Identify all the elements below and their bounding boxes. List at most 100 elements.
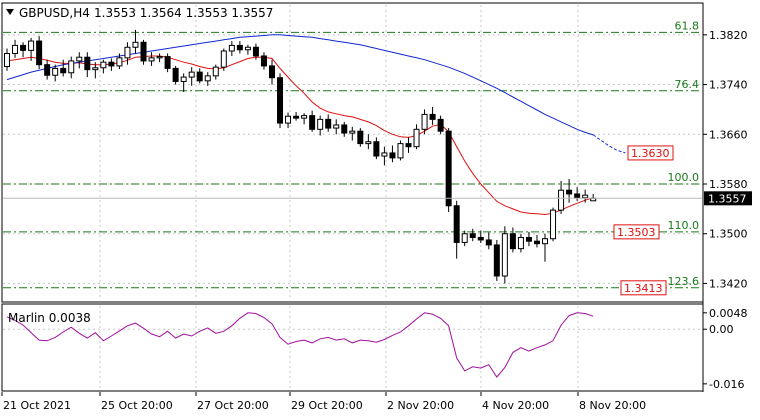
- candle-body-bear: [140, 41, 147, 62]
- candle-body-bear: [533, 240, 540, 245]
- ohlc-readout: 1.3553 1.3564 1.3553 1.3557: [94, 6, 273, 20]
- price-tick-label: 1.3500: [709, 228, 748, 241]
- candle-body-bear: [574, 193, 581, 199]
- current-price-label: 1.3557: [708, 192, 747, 205]
- candle: [204, 72, 211, 86]
- candle: [188, 67, 195, 86]
- candle: [582, 189, 589, 203]
- marlin-indicator: [3, 312, 702, 378]
- marlin-tick-label: 0.0048: [709, 307, 748, 320]
- candle-body-bear: [44, 64, 51, 76]
- price-tick-label: 1.3580: [709, 178, 748, 191]
- candle: [140, 39, 147, 65]
- candle-body-bull: [92, 67, 99, 71]
- candle: [293, 111, 300, 121]
- candle-body-bull: [381, 152, 388, 157]
- candle-body-bull: [12, 44, 19, 54]
- candle: [244, 44, 251, 55]
- fibo-level-label: 123.6: [668, 275, 700, 288]
- candle-body-bear: [325, 118, 332, 129]
- candle-body-bear: [405, 143, 412, 148]
- candle: [164, 53, 171, 73]
- candle-body-bull: [148, 57, 155, 62]
- candle: [84, 52, 91, 78]
- candle: [260, 52, 267, 70]
- candle: [325, 114, 332, 132]
- candle: [453, 200, 460, 259]
- candle-body-bull: [28, 40, 35, 51]
- candle: [558, 180, 565, 214]
- candle: [397, 140, 404, 161]
- candle-body-bull: [4, 52, 10, 68]
- candle-body-bull: [365, 141, 372, 145]
- candle-body-bull: [244, 46, 251, 51]
- price-tick-label: 1.3660: [709, 128, 748, 141]
- time-tick-label: 4 Nov 20:00: [482, 399, 549, 412]
- candle-body-bear: [268, 65, 275, 79]
- candle-body-bull: [413, 128, 420, 148]
- candle: [252, 43, 259, 60]
- candle-body-bear: [437, 118, 444, 132]
- candle: [317, 115, 324, 136]
- candle-body-bear: [357, 130, 364, 145]
- candle: [148, 52, 155, 66]
- candle: [68, 56, 75, 79]
- candle-body-bear: [84, 56, 91, 71]
- candle: [333, 119, 340, 135]
- candle: [108, 58, 115, 71]
- time-tick-label: 8 Nov 20:00: [579, 399, 646, 412]
- candle: [172, 65, 179, 85]
- candle: [413, 124, 420, 150]
- candle: [116, 53, 123, 70]
- ma-slow-line: [6, 34, 594, 136]
- candle: [349, 126, 356, 141]
- candle-body-bear: [164, 56, 171, 69]
- candle: [550, 207, 557, 242]
- candle: [485, 232, 492, 250]
- candle: [542, 233, 549, 262]
- candle: [100, 59, 107, 74]
- candle: [92, 62, 99, 79]
- fibo-level-label: 100.0: [668, 171, 700, 184]
- candle: [501, 226, 508, 284]
- candle-body-bear: [309, 115, 316, 130]
- candle-body-bull: [68, 60, 75, 74]
- symbol-dropdown-icon[interactable]: [6, 9, 14, 15]
- candle-body-bull: [582, 194, 589, 199]
- candle: [60, 59, 67, 77]
- candle-body-bear: [236, 44, 243, 51]
- candle: [228, 41, 235, 56]
- time-tick-label: 27 Oct 20:00: [197, 399, 269, 412]
- candle: [212, 64, 219, 80]
- marlin-tick-label: -0.016: [709, 378, 744, 391]
- candle-body-bear: [469, 233, 476, 238]
- candle-body-bear: [277, 77, 284, 124]
- candle-body-bear: [485, 239, 492, 246]
- candle: [277, 73, 284, 129]
- marlin-title: Marlin 0.0038: [8, 311, 91, 325]
- price-tick-label: 1.3740: [709, 79, 748, 92]
- candle-body-bull: [204, 75, 211, 82]
- candle-body-bear: [445, 130, 452, 207]
- candle-body-bull: [301, 115, 308, 119]
- candle-body-bear: [252, 46, 259, 57]
- target-price-box: [620, 280, 667, 296]
- candle: [509, 227, 516, 253]
- candle-body-bear: [108, 61, 115, 67]
- candle: [469, 228, 476, 242]
- candle: [373, 137, 380, 160]
- candle-body-bull: [180, 76, 187, 82]
- candle-body-bear: [525, 236, 532, 242]
- candle: [180, 73, 187, 93]
- candle: [220, 48, 227, 71]
- candle-body-bear: [20, 44, 27, 51]
- candle-body-bear: [477, 236, 484, 241]
- target-price-label: 1.3413: [624, 282, 663, 295]
- candle: [28, 37, 35, 61]
- candle: [517, 233, 524, 253]
- candle: [124, 42, 131, 65]
- candle-body-bull: [542, 238, 549, 245]
- candle: [132, 29, 139, 54]
- fibo-level-label: 76.4: [675, 78, 700, 91]
- candle: [421, 109, 428, 135]
